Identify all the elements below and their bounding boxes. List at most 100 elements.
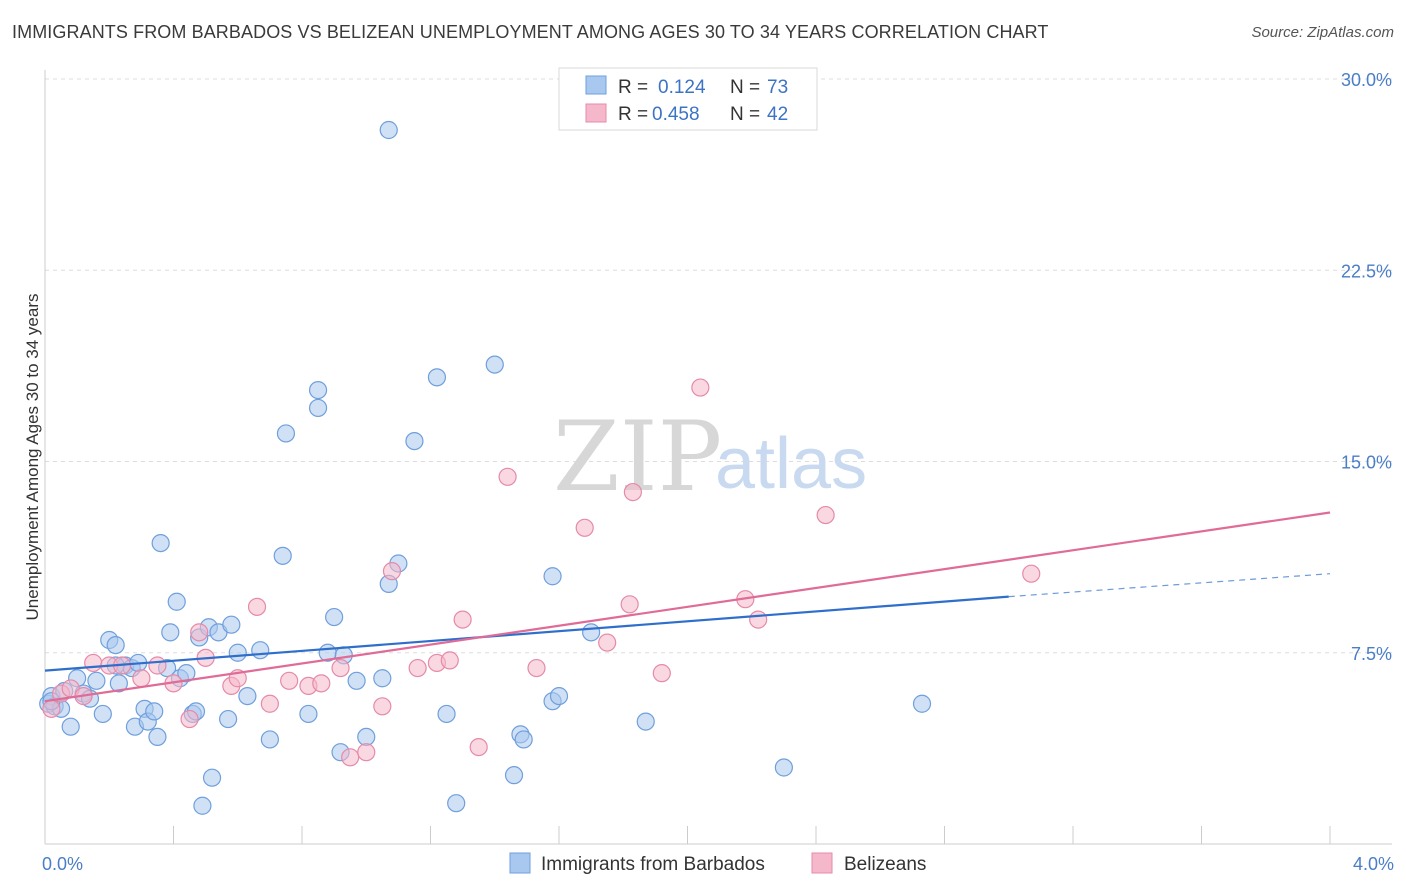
belizean-point — [749, 610, 768, 629]
belizean-point — [132, 669, 151, 688]
y-tick-label: 30.0% — [1341, 70, 1392, 90]
belizean-point — [440, 651, 459, 670]
legend-swatch-barbados — [585, 75, 607, 95]
barbados-point — [912, 694, 932, 713]
barbados-point — [238, 686, 257, 706]
barbados-point — [276, 424, 296, 443]
series-legend: Immigrants from Barbados Belizeans — [509, 852, 926, 875]
barbados-point — [373, 669, 392, 688]
y-tick-label: 7.5% — [1351, 644, 1392, 664]
belizean-point — [382, 562, 402, 581]
belizean-point — [620, 595, 639, 614]
belizean-point — [453, 610, 472, 629]
barbados-point — [504, 766, 524, 785]
belizean-point — [148, 656, 167, 675]
barbados-point — [219, 709, 238, 729]
belizean-point — [469, 737, 488, 757]
legend-n-label-barbados: N = — [730, 77, 760, 98]
legend-n-value-barbados: 73 — [767, 77, 788, 98]
belizean-point — [331, 658, 350, 678]
barbados-point — [167, 592, 186, 611]
trend-layer — [44, 511, 1331, 703]
belizean-point — [598, 633, 617, 652]
points-layer — [39, 120, 1041, 815]
barbados-point — [357, 727, 376, 747]
belizean-point — [312, 674, 331, 693]
belizean-point — [373, 697, 392, 716]
belizean-point — [691, 378, 710, 397]
bottom-legend-swatch-belizeans — [811, 852, 833, 874]
y-tick-label: 22.5% — [1341, 261, 1392, 281]
belizean-point — [652, 664, 671, 683]
belizean-point — [180, 709, 199, 729]
y-tick-labels: 7.5% 15.0% 22.5% 30.0% — [1341, 70, 1392, 664]
chart-source: Source: ZipAtlas.com — [1251, 24, 1394, 41]
barbados-point — [636, 712, 655, 731]
barbados-point — [549, 686, 569, 706]
barbados-trend-line — [44, 595, 1009, 672]
belizean-point — [816, 505, 835, 525]
belizean-point — [190, 623, 209, 642]
barbados-point — [106, 635, 125, 655]
belizean-point — [84, 653, 103, 673]
barbados-point — [582, 623, 601, 642]
barbados-point — [148, 727, 167, 747]
belizean-point — [527, 658, 546, 678]
bottom-legend-swatch-barbados — [509, 852, 531, 874]
barbados-point — [325, 607, 344, 627]
belizean-point — [280, 671, 299, 690]
barbados-point — [151, 533, 170, 553]
watermark: ZIP atlas — [553, 401, 867, 513]
x-tick-label-min: 0.0% — [42, 854, 83, 874]
belizean-point — [260, 694, 279, 713]
belizean-point — [408, 658, 427, 678]
belizean-point — [1022, 564, 1041, 583]
barbados-point — [543, 567, 562, 586]
barbados-point — [308, 398, 328, 418]
belizean-point — [247, 597, 267, 616]
legend-n-label-belizeans: N = — [730, 104, 760, 125]
barbados-point — [299, 704, 318, 724]
barbados-point — [145, 702, 164, 721]
barbados-point — [308, 381, 328, 400]
belizean-point — [357, 743, 376, 762]
legend-r-value-barbados: 0.124 — [658, 77, 706, 98]
legend-r-label-belizeans: R = — [618, 104, 648, 125]
y-axis-title: Unemployment Among Ages 30 to 34 years — [23, 294, 42, 621]
barbados-point — [177, 664, 196, 683]
barbados-point — [485, 355, 504, 374]
barbados-point — [427, 368, 447, 387]
barbados-point — [61, 717, 80, 736]
legend-r-value-belizeans: 0.458 — [652, 104, 700, 125]
barbados-point — [379, 120, 398, 140]
barbados-point — [774, 758, 793, 777]
watermark-atlas: atlas — [715, 424, 867, 504]
barbados-point — [93, 704, 112, 724]
grid-layer — [44, 78, 1392, 844]
belizean-point — [575, 518, 594, 537]
belizean-trend-line — [44, 511, 1331, 703]
barbados-point — [87, 671, 106, 690]
legend-r-label-barbados: R = — [618, 77, 648, 98]
barbados-point — [251, 641, 270, 660]
belizean-point — [341, 748, 360, 767]
barbados-point — [437, 704, 456, 724]
barbados-point — [405, 432, 424, 451]
x-tick-labels: 0.0% 4.0% — [42, 854, 1394, 874]
belizean-point — [42, 699, 61, 718]
barbados-point — [228, 643, 247, 662]
barbados-trend-extension — [1008, 573, 1331, 598]
correlation-legend: R = 0.124 N = 73 R = 0.458 N = 42 — [558, 67, 818, 131]
y-tick-label: 15.0% — [1341, 453, 1392, 473]
barbados-point — [347, 671, 366, 690]
barbados-point — [260, 730, 279, 749]
barbados-point — [447, 794, 466, 813]
barbados-point — [161, 623, 180, 642]
belizean-point — [498, 467, 517, 486]
belizean-point — [623, 483, 642, 502]
legend-swatch-belizeans — [585, 103, 607, 123]
barbados-point — [273, 546, 292, 565]
bottom-legend-label-belizeans: Belizeans — [844, 854, 926, 875]
legend-n-value-belizeans: 42 — [767, 104, 788, 125]
